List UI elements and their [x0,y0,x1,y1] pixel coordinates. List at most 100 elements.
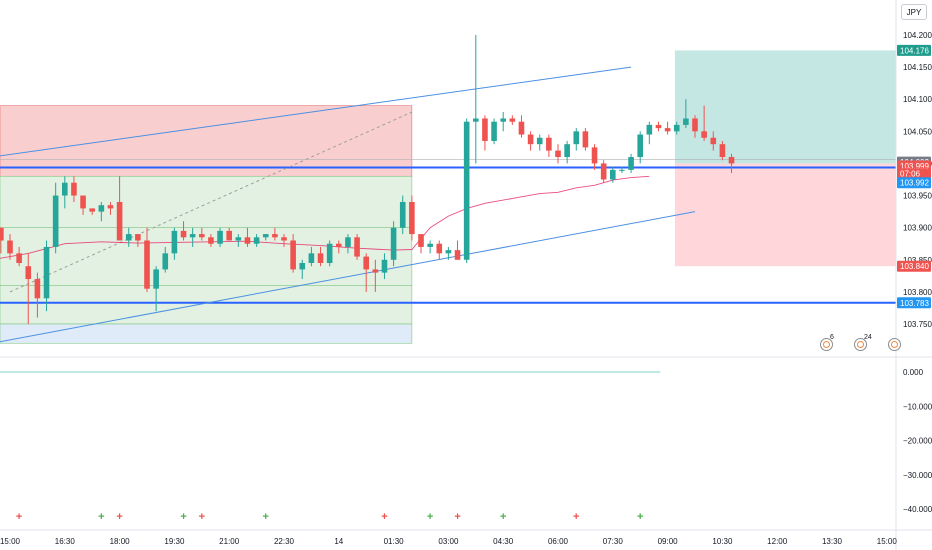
indicator-tick-label: −30.000 [903,471,932,480]
candle[interactable] [336,240,342,254]
candle[interactable] [555,144,561,164]
candle[interactable] [527,131,534,151]
candle[interactable] [619,166,625,174]
long-position-profit[interactable] [674,50,896,164]
long-position-loss[interactable] [674,163,896,267]
candle[interactable] [326,240,333,267]
candle[interactable] [217,227,223,247]
trendline[interactable] [0,66,632,157]
candle[interactable] [692,115,698,138]
candle-body [226,230,232,241]
event-icon[interactable]: 24 [854,334,872,351]
candle[interactable] [646,121,653,145]
candle[interactable] [409,195,415,241]
candle[interactable] [235,234,242,247]
candle[interactable] [664,121,671,135]
candle-body [281,237,287,241]
candle[interactable] [135,234,141,247]
candle[interactable] [107,201,114,215]
candle[interactable] [226,227,232,241]
candle[interactable] [43,240,50,312]
candle[interactable] [463,118,470,263]
candle[interactable] [728,153,735,174]
candle[interactable] [317,246,324,267]
candle[interactable] [25,253,32,324]
candle[interactable] [308,246,315,267]
price-tag-bg [897,168,931,180]
candle[interactable] [536,134,543,151]
candle[interactable] [381,253,388,280]
candle[interactable] [683,99,689,129]
candle[interactable] [436,240,443,260]
price-axis[interactable]: 104.200104.150104.100104.050104.000103.9… [895,0,932,550]
trendline[interactable] [9,111,413,293]
candle[interactable] [7,234,13,260]
candle[interactable] [16,246,22,267]
candle[interactable] [372,259,379,292]
candle[interactable] [162,246,169,273]
currency-badge[interactable]: JPY [901,4,927,20]
indicator-tick-label: −20.000 [903,437,932,446]
candle[interactable] [71,176,77,202]
candle[interactable] [363,253,369,292]
candle[interactable] [390,221,397,267]
candle[interactable] [399,195,406,235]
candle[interactable] [116,176,123,241]
candle[interactable] [281,234,287,247]
candle[interactable] [473,35,479,164]
candle[interactable] [454,240,461,260]
candle[interactable] [52,182,59,254]
candle[interactable] [345,234,351,254]
candle[interactable] [573,128,580,151]
candle[interactable] [244,227,251,247]
time-axis[interactable]: 15:00 16:30 18:00 19:30 21:00 22:30 14 01:30 03:… [0,529,932,546]
candle[interactable] [262,234,269,241]
candle[interactable] [180,221,187,241]
candle[interactable] [509,115,516,125]
candle[interactable] [98,201,105,222]
candle[interactable] [299,259,306,280]
candle[interactable] [253,234,260,247]
candle[interactable] [701,105,707,141]
candle[interactable] [518,115,525,138]
candle[interactable] [199,227,205,241]
candle-body [336,243,342,247]
trendline[interactable] [0,211,696,344]
candle[interactable] [418,234,424,254]
candle[interactable] [34,272,41,318]
candle[interactable] [144,227,150,292]
candle[interactable] [591,144,598,170]
candle[interactable] [719,140,726,161]
candle[interactable] [673,121,680,135]
candle[interactable] [500,112,506,132]
candle[interactable] [354,234,360,260]
candle[interactable] [290,234,296,273]
candle[interactable] [272,227,278,241]
candle[interactable] [637,131,643,164]
candle[interactable] [600,160,607,183]
candle[interactable] [582,128,589,151]
candle-body [628,157,634,170]
candle[interactable] [564,140,570,164]
candle[interactable] [546,134,552,158]
candle[interactable] [153,266,159,312]
candle[interactable] [0,227,4,254]
candle[interactable] [610,166,616,183]
candle[interactable] [208,234,214,247]
candle[interactable] [80,195,86,215]
candle[interactable] [482,115,488,151]
candle[interactable] [628,153,634,174]
candle[interactable] [89,208,95,215]
candle[interactable] [171,227,178,260]
candle[interactable] [655,121,662,132]
candle[interactable] [125,227,132,247]
candle[interactable] [445,246,452,260]
candle[interactable] [710,131,717,151]
candle[interactable] [491,118,497,145]
candle[interactable] [62,176,68,209]
candle[interactable] [189,227,196,247]
candle[interactable] [427,240,433,254]
event-icon[interactable] [888,338,901,351]
event-icon[interactable]: 6 [820,334,834,351]
